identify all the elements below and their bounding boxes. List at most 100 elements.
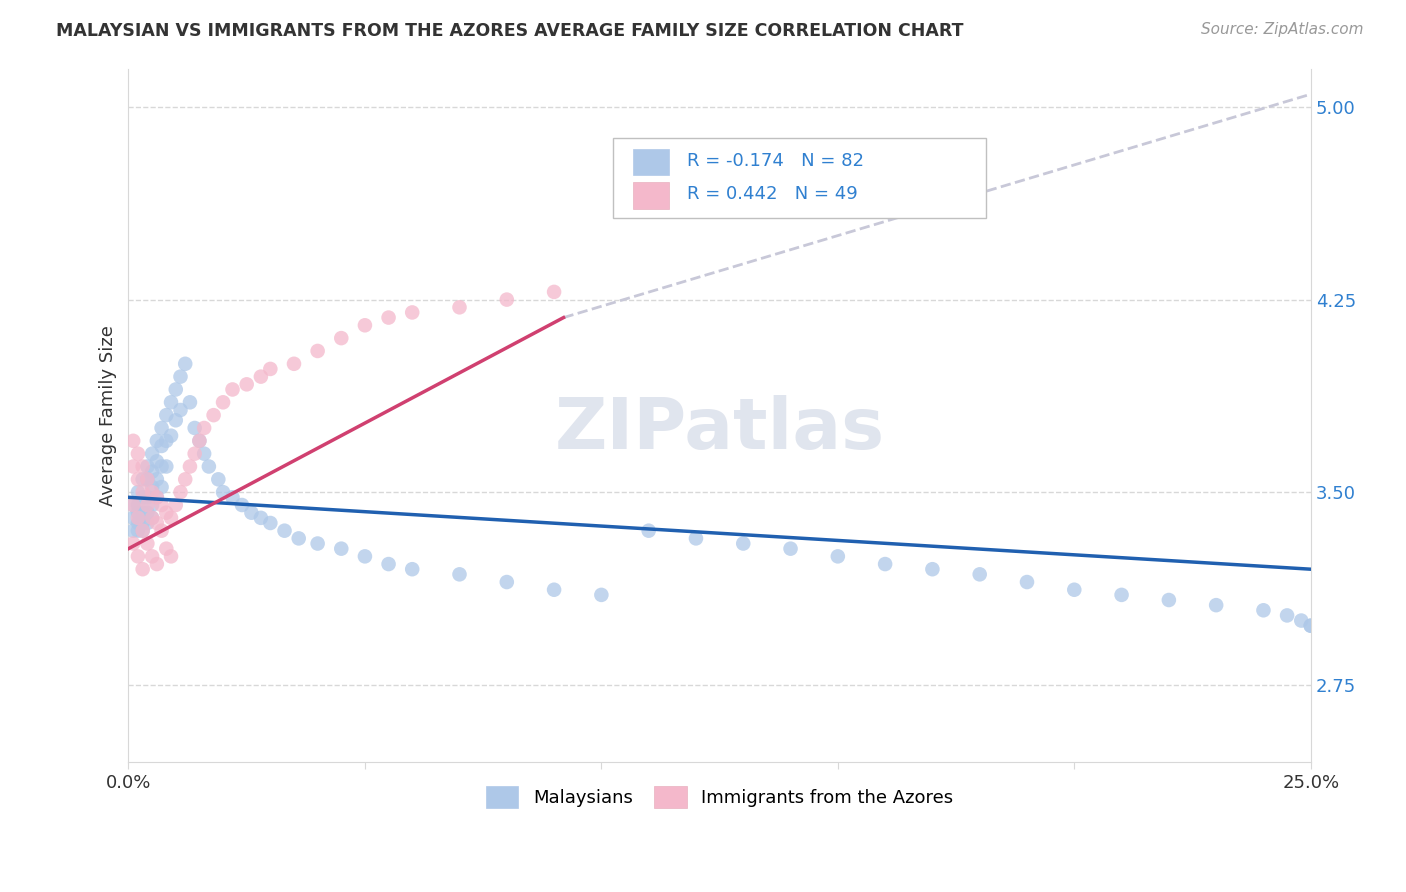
Point: [273, 524, 295, 538]
Point: [150, 439, 173, 453]
Point: [127, 498, 149, 512]
Point: [283, 357, 305, 371]
Point: [131, 562, 153, 576]
Point: [174, 472, 197, 486]
Point: [354, 549, 377, 564]
Point: [131, 459, 153, 474]
Point: [155, 506, 177, 520]
Point: [150, 480, 173, 494]
Point: [377, 310, 399, 325]
Point: [122, 511, 145, 525]
Point: [141, 447, 163, 461]
Point: [136, 516, 159, 530]
Point: [136, 472, 159, 486]
Point: [354, 318, 377, 333]
Point: [875, 557, 897, 571]
Point: [183, 421, 205, 435]
Point: [122, 434, 145, 448]
Point: [1015, 575, 1038, 590]
Point: [1299, 618, 1322, 632]
Point: [1205, 598, 1227, 612]
Point: [141, 480, 163, 494]
Point: [1291, 614, 1313, 628]
Point: [1253, 603, 1275, 617]
Point: [179, 459, 201, 474]
Point: [685, 532, 707, 546]
Point: [127, 506, 149, 520]
Point: [212, 395, 235, 409]
Point: [146, 434, 169, 448]
Point: [259, 516, 281, 530]
Point: [401, 562, 423, 576]
Point: [131, 491, 153, 505]
Point: [495, 293, 517, 307]
Point: [207, 472, 229, 486]
Point: [287, 532, 309, 546]
Point: [307, 343, 329, 358]
FancyBboxPatch shape: [613, 138, 986, 218]
Text: ZIPatlas: ZIPatlas: [554, 394, 884, 464]
Point: [169, 369, 191, 384]
Point: [449, 567, 471, 582]
Point: [235, 377, 257, 392]
Point: [131, 524, 153, 538]
Point: [122, 498, 145, 512]
Point: [141, 549, 163, 564]
Point: [779, 541, 801, 556]
Point: [221, 491, 243, 505]
Point: [591, 588, 613, 602]
Point: [193, 421, 215, 435]
Text: R = 0.442   N = 49: R = 0.442 N = 49: [686, 185, 858, 203]
Point: [160, 395, 183, 409]
Point: [1299, 618, 1322, 632]
Text: R = -0.174   N = 82: R = -0.174 N = 82: [686, 152, 863, 169]
Point: [141, 498, 163, 512]
Point: [146, 516, 169, 530]
Point: [449, 301, 471, 315]
Point: [169, 485, 191, 500]
Point: [150, 421, 173, 435]
Point: [136, 498, 159, 512]
Point: [330, 331, 353, 345]
Point: [131, 524, 153, 538]
Point: [250, 369, 273, 384]
Point: [169, 403, 191, 417]
Point: [141, 511, 163, 525]
Point: [155, 408, 177, 422]
Point: [1111, 588, 1133, 602]
Point: [165, 498, 187, 512]
Point: [131, 516, 153, 530]
Point: [250, 511, 273, 525]
Point: [150, 498, 173, 512]
Point: [146, 557, 169, 571]
Point: [127, 511, 149, 525]
Point: [127, 472, 149, 486]
Point: [307, 536, 329, 550]
Point: [921, 562, 943, 576]
Point: [155, 541, 177, 556]
Point: [165, 413, 187, 427]
Point: [155, 434, 177, 448]
Point: [212, 485, 235, 500]
Point: [495, 575, 517, 590]
Point: [136, 472, 159, 486]
Point: [221, 383, 243, 397]
Point: [1157, 593, 1180, 607]
Point: [127, 516, 149, 530]
Y-axis label: Average Family Size: Average Family Size: [100, 325, 117, 506]
FancyBboxPatch shape: [633, 182, 669, 209]
Point: [165, 383, 187, 397]
Point: [160, 428, 183, 442]
Text: Source: ZipAtlas.com: Source: ZipAtlas.com: [1201, 22, 1364, 37]
Point: [330, 541, 353, 556]
Point: [141, 485, 163, 500]
Point: [155, 459, 177, 474]
Point: [131, 472, 153, 486]
Point: [150, 524, 173, 538]
Point: [401, 305, 423, 319]
Point: [127, 549, 149, 564]
Point: [146, 472, 169, 486]
Point: [136, 491, 159, 505]
Point: [146, 491, 169, 505]
Point: [160, 549, 183, 564]
